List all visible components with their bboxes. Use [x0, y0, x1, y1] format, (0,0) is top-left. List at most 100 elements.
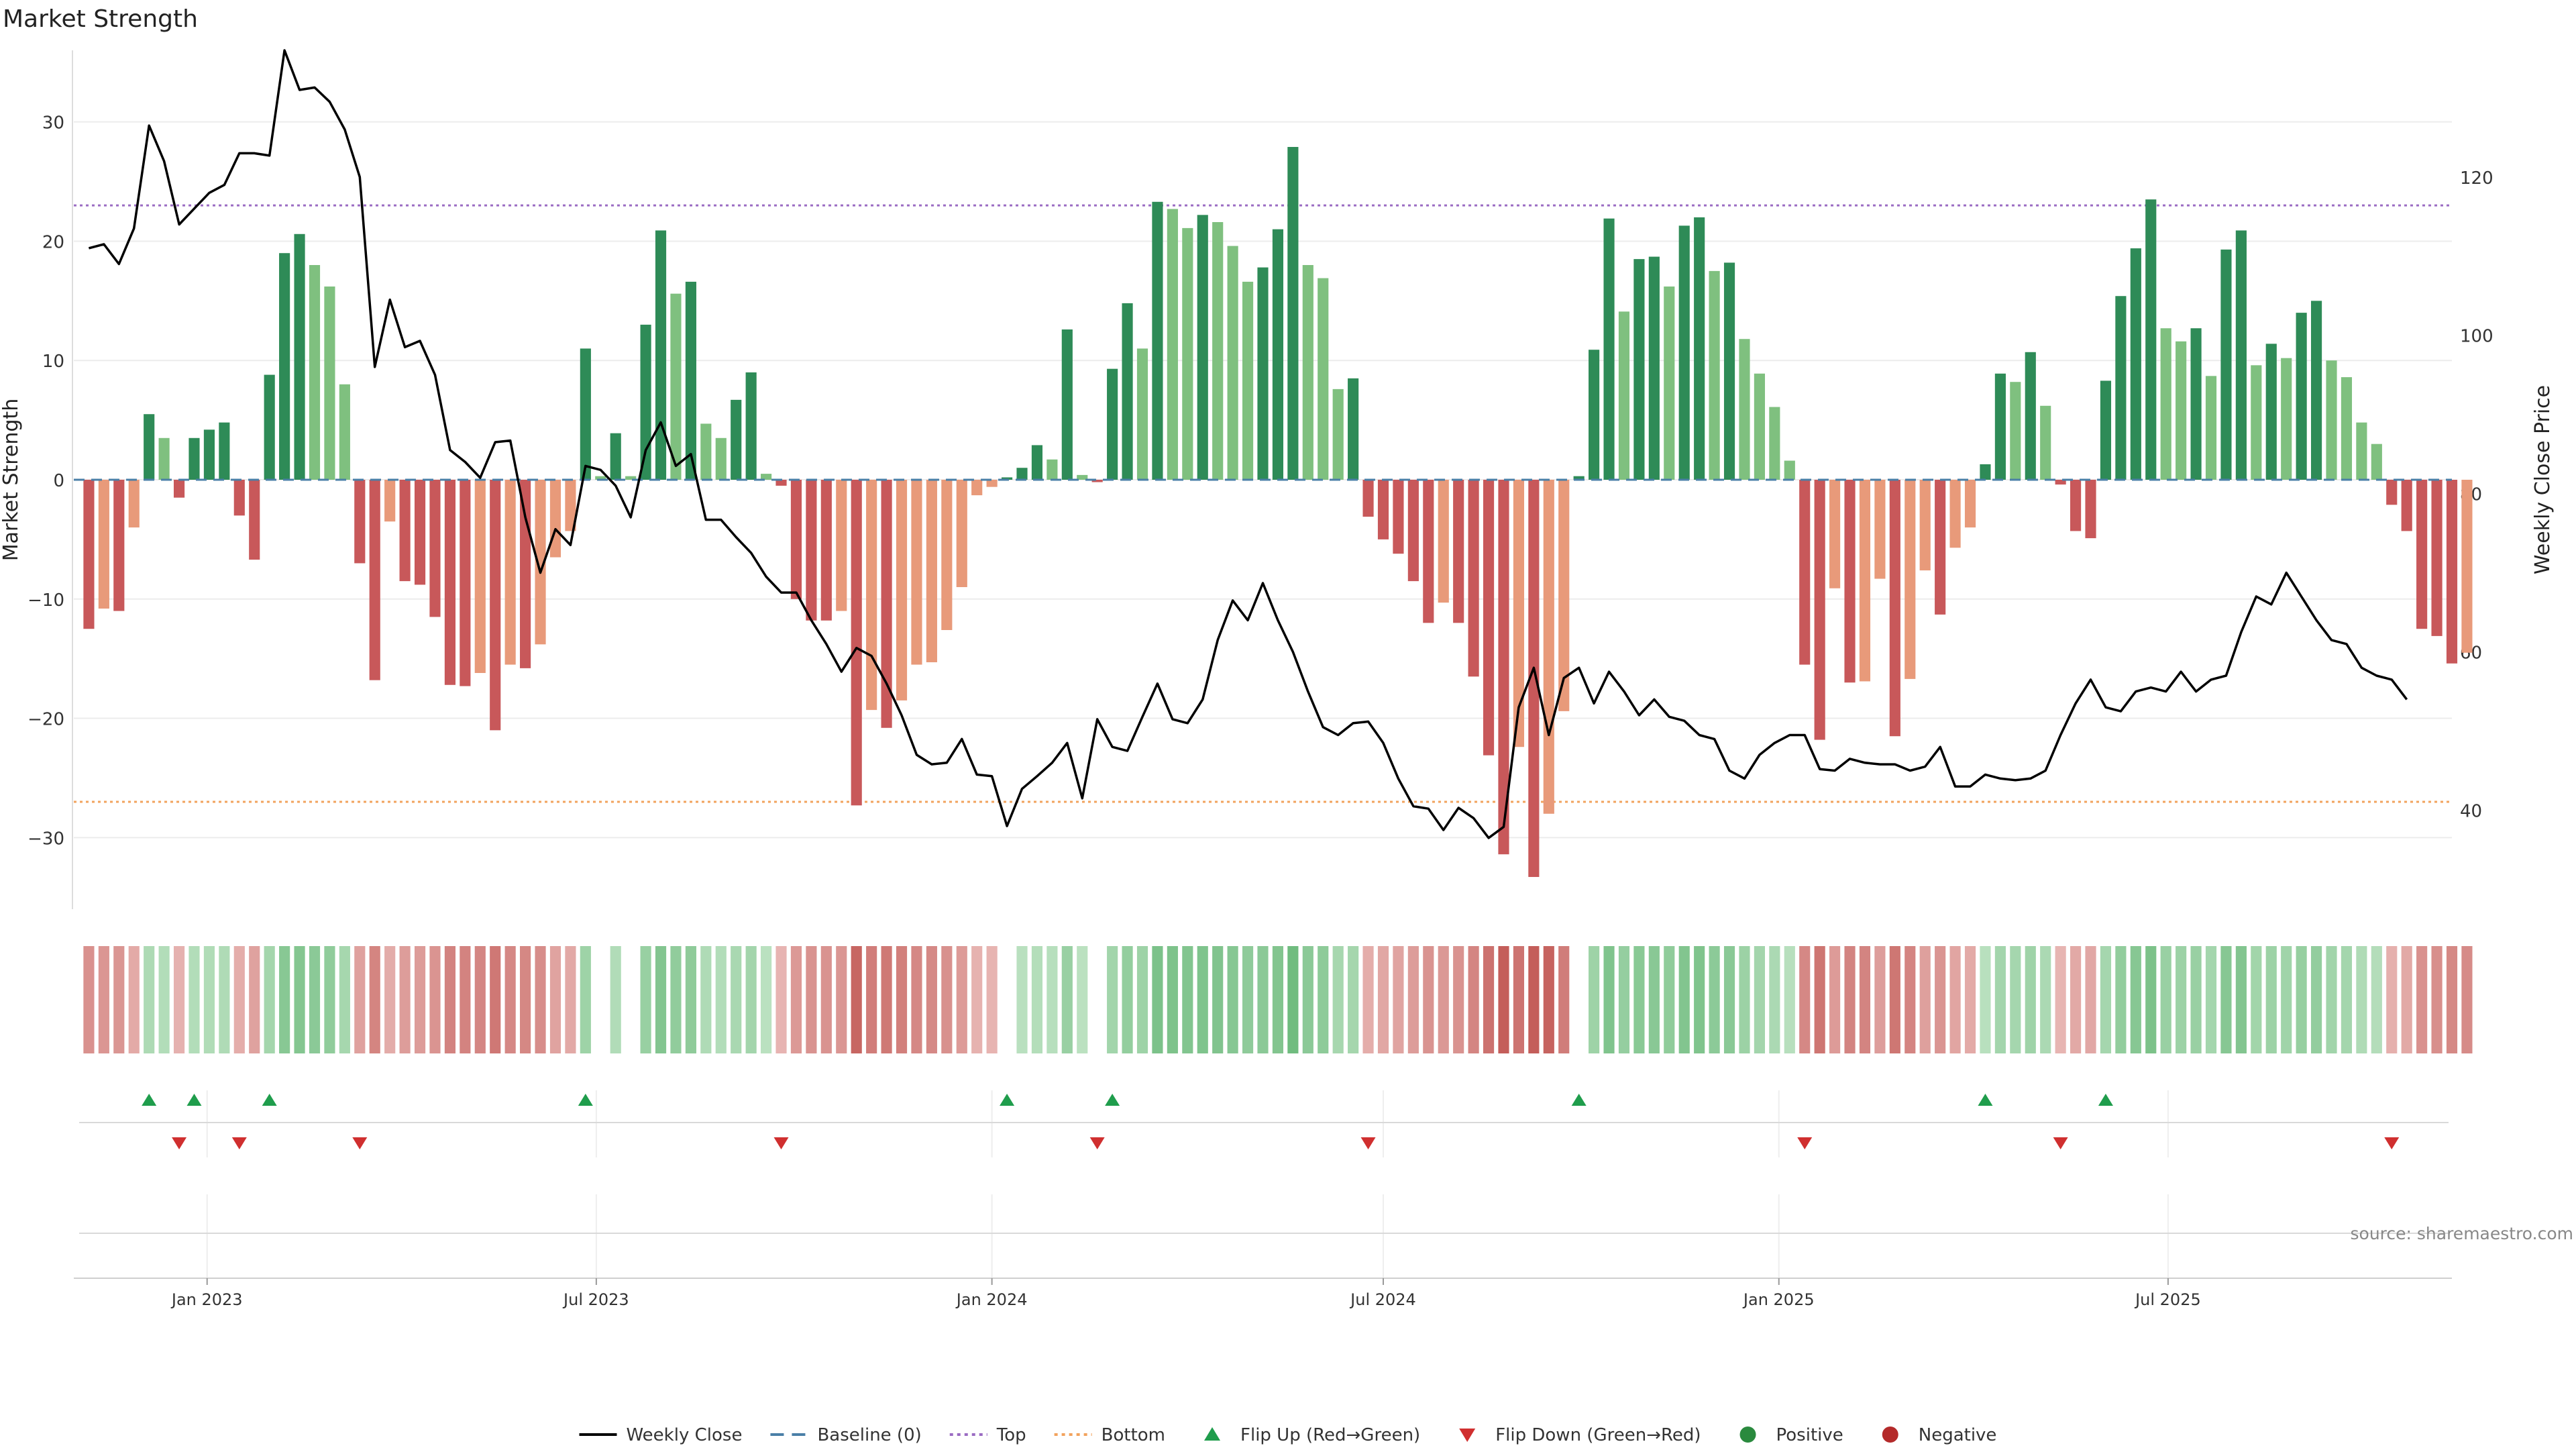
flip-down-marker [231, 1137, 247, 1149]
flip-down-marker [773, 1137, 789, 1149]
strength-bar [2296, 313, 2307, 480]
strength-bar [851, 480, 862, 806]
strength-bar [926, 480, 937, 662]
strength-strip-cell [2281, 946, 2292, 1053]
strength-strip-cell [264, 946, 275, 1053]
strength-strip-cell [1739, 946, 1750, 1053]
flip-up-marker [1571, 1094, 1587, 1106]
strength-bar [1678, 225, 1690, 480]
strength-bar [2251, 365, 2262, 480]
strength-bar [2040, 405, 2051, 480]
strength-strip-cell [1061, 946, 1073, 1053]
strength-strip-cell [535, 946, 546, 1053]
strength-strip-cell [2160, 946, 2171, 1053]
strength-bar [775, 480, 787, 486]
strength-bar [549, 480, 561, 558]
strength-strip-cell [2220, 946, 2232, 1053]
strength-strip-cell [2416, 946, 2428, 1053]
strength-strip-cell [369, 946, 380, 1053]
strength-strip-cell [2176, 946, 2187, 1053]
flip-down-marker [352, 1137, 368, 1149]
strength-bar [2115, 296, 2127, 480]
strength-bar [1633, 259, 1645, 480]
strength-bar [1393, 480, 1404, 554]
strength-strip-cell [2401, 946, 2412, 1053]
strength-strip-cell [173, 946, 185, 1053]
strength-strip-cell [2145, 946, 2157, 1053]
flip-up-marker [262, 1094, 277, 1106]
strength-bar [745, 372, 757, 480]
strength-bar [520, 480, 531, 668]
strength-strip-cell [580, 946, 591, 1053]
strength-strip-cell [1318, 946, 1329, 1053]
strength-strip-cell [956, 946, 967, 1053]
strength-strip-cell [189, 946, 200, 1053]
strength-bar [83, 480, 95, 629]
strength-strip-cell [1242, 946, 1254, 1053]
strength-bar [2025, 352, 2036, 480]
strength-strip-cell [219, 946, 230, 1053]
flip-down-marker [1089, 1137, 1105, 1149]
strength-strip-cell [429, 946, 441, 1053]
strength-bar [1754, 373, 1765, 480]
strength-bar [1423, 480, 1434, 623]
strength-strip-cell [1393, 946, 1404, 1053]
strength-bar [580, 348, 591, 480]
strength-strip-cell [1664, 946, 1675, 1053]
strength-strip-cell [1212, 946, 1224, 1053]
strength-strip-cell [2130, 946, 2141, 1053]
strength-strip-cell [1603, 946, 1615, 1053]
legend-label: Baseline (0) [817, 1425, 921, 1445]
strength-bar [1483, 480, 1495, 756]
strength-strip-cell [384, 946, 396, 1053]
strength-strip-cell [1754, 946, 1765, 1053]
legend: Weekly Close Baseline (0) Top Bottom Flip Up… [579, 1425, 1996, 1445]
strength-bar [173, 480, 185, 498]
strength-strip-cell [444, 946, 455, 1053]
strength-strip-cell [1152, 946, 1163, 1053]
strength-bar [731, 399, 742, 480]
strength-bar [1332, 388, 1344, 480]
strength-bar [655, 230, 667, 480]
strength-bar [1709, 270, 1720, 480]
strength-strip-cell [761, 946, 772, 1053]
source-credit: source: sharemaestro.com [2351, 1224, 2574, 1243]
strength-bar [1287, 147, 1299, 480]
strength-strip-cell [1769, 946, 1780, 1053]
strength-bar [2386, 480, 2398, 505]
strength-strip-cell [1016, 946, 1028, 1053]
strength-bar [1904, 480, 1916, 679]
strength-bar [1318, 278, 1329, 480]
strength-bar [820, 480, 832, 621]
strength-bar [2220, 249, 2232, 480]
legend-label: Flip Up (Red→Green) [1240, 1425, 1420, 1445]
flip-down-marker [172, 1137, 187, 1149]
strength-strip-cell [640, 946, 651, 1053]
strength-bar [1107, 368, 1118, 480]
y-tick-left: 10 [42, 352, 64, 372]
strength-bar [2265, 344, 2277, 480]
strength-strip-cell [731, 946, 742, 1053]
strength-strip-cell [1348, 946, 1359, 1053]
strength-bar [715, 437, 727, 480]
strength-bar [1182, 227, 1193, 480]
strength-bar [1242, 281, 1254, 480]
strength-bar [1468, 480, 1479, 677]
strength-bar [2085, 480, 2096, 539]
strength-strip-cell [279, 946, 290, 1053]
strength-bar [1648, 256, 1660, 480]
strength-bar [1935, 480, 1946, 615]
strength-bar [2341, 377, 2353, 480]
strength-bar [1769, 407, 1780, 480]
strength-strip-cell [113, 946, 125, 1053]
strength-strip-cell [926, 946, 937, 1053]
strength-strip-cell [1287, 946, 1299, 1053]
strength-bar [294, 234, 305, 480]
legend-icon-circle [1882, 1427, 1898, 1443]
strength-bar [1498, 480, 1509, 855]
strength-strip-cell [1468, 946, 1479, 1053]
strength-strip-cell [1709, 946, 1720, 1053]
strength-bar [1152, 201, 1163, 480]
strength-strip-cell [158, 946, 170, 1053]
x-tick-label: Jul 2024 [1349, 1290, 1416, 1309]
